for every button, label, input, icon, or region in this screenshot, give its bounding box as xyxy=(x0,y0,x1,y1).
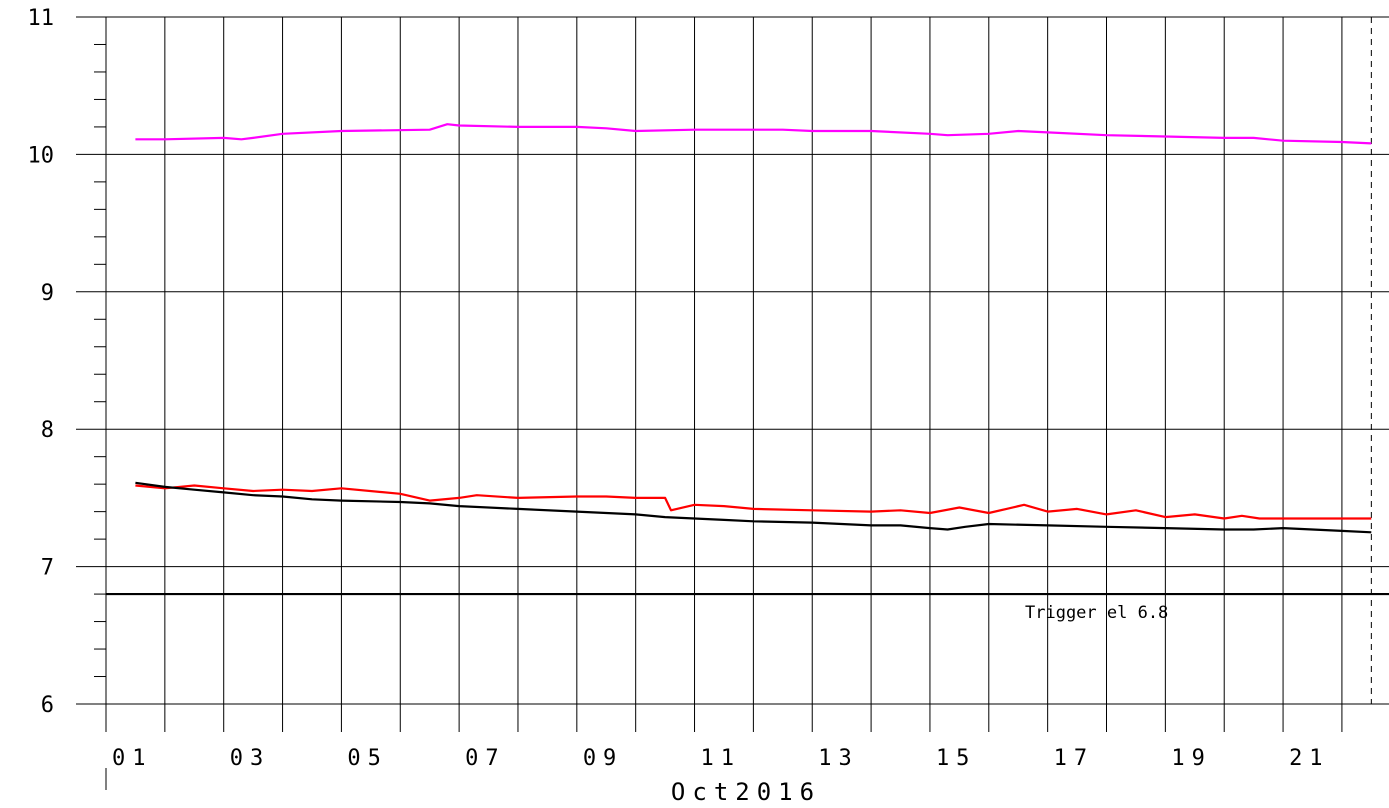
x-tick-label: 03 xyxy=(230,746,271,771)
x-tick-label: 01 xyxy=(112,746,153,771)
x-tick-label: 15 xyxy=(936,746,977,771)
x-tick-label: 07 xyxy=(465,746,506,771)
x-tick-label: 13 xyxy=(818,746,859,771)
x-tick-label: 11 xyxy=(701,746,742,771)
y-tick-label: 11 xyxy=(28,6,55,31)
grid xyxy=(106,17,1389,704)
tick-labels: 6 7 8 9 10 11 01 03 05 07 09 11 13 15 17 19 21 xyxy=(28,6,1330,771)
series-group xyxy=(135,123,1372,534)
y-tick-label: 6 xyxy=(41,693,54,718)
x-axis-label: Oct2016 xyxy=(671,778,821,806)
x-tick-label: 09 xyxy=(583,746,624,771)
x-tick-label: 17 xyxy=(1054,746,1095,771)
y-tick-label: 9 xyxy=(41,281,54,306)
reference-line-group: Trigger el 6.8 xyxy=(106,592,1389,623)
x-tick-label: 21 xyxy=(1289,746,1330,771)
series-line-2 xyxy=(135,484,1372,520)
trigger-label: Trigger el 6.8 xyxy=(1025,603,1168,623)
y-tick-label: 8 xyxy=(41,418,54,443)
axes xyxy=(76,16,1389,790)
y-tick-label: 7 xyxy=(41,556,54,581)
x-tick-label: 19 xyxy=(1171,746,1212,771)
y-tick-label: 10 xyxy=(28,143,55,168)
series-line-3 xyxy=(135,481,1372,534)
series-line-1 xyxy=(135,123,1372,145)
x-tick-label: 05 xyxy=(347,746,388,771)
